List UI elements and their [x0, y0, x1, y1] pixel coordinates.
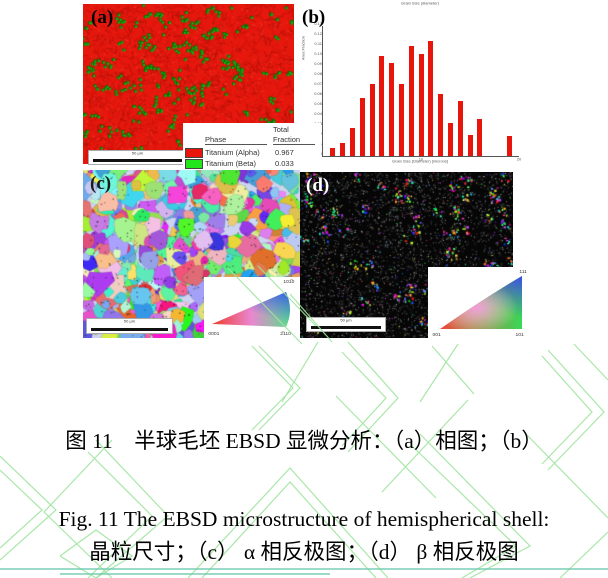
histogram-bar — [349, 128, 355, 156]
scale-bar-label: 50 μm — [340, 318, 352, 323]
histogram-bar — [369, 84, 375, 156]
histogram-bar — [389, 63, 395, 156]
histogram-bar — [340, 143, 346, 156]
panel-b-grain-size-chart: (b) Grain Size (diameter) Area Fraction … — [300, 0, 530, 168]
ipf-label-101: 101 — [515, 331, 524, 338]
chart-x-axis-label: Grain Size (Diameter) [microns] — [391, 159, 449, 164]
legend-header-fraction: Fraction — [273, 135, 315, 145]
y-axis-tick-label: 0.05 — [314, 101, 322, 107]
histogram-bar — [477, 119, 483, 156]
histogram-bar — [359, 98, 365, 156]
scale-bar-label: 50 μm — [123, 319, 136, 324]
scale-bar-line — [91, 328, 168, 331]
y-axis-tick-label: 0.07 — [314, 81, 322, 87]
x-axis-tick-label: 10 — [418, 157, 424, 162]
alpha-color-swatch — [185, 148, 203, 158]
y-axis-tick-label: 0.10 — [314, 51, 322, 57]
caption-en-line1: Fig. 11 The EBSD microstructure of hemis… — [58, 507, 550, 531]
alpha-phase-name: Titanium (Alpha) — [205, 148, 260, 157]
histogram-bar — [438, 94, 444, 156]
legend-header-total: Total — [273, 125, 289, 134]
y-axis-tick-label: 0.11 — [314, 41, 322, 47]
alpha-fraction-value: 0.967 — [275, 148, 294, 157]
panel-a-scale-bar: 50 μm — [88, 150, 187, 165]
y-axis-tick-label: 0.08 — [314, 71, 322, 77]
histogram-bar — [330, 148, 336, 156]
y-axis-tick-label: 0.06 — [314, 91, 322, 97]
histogram-bar — [418, 54, 424, 156]
histogram-bar — [506, 136, 512, 156]
panel-a-label: (a) — [91, 7, 114, 28]
legend-header-phase: Phase — [205, 135, 267, 145]
beta-fraction-value: 0.033 — [275, 159, 294, 168]
histogram-bar — [398, 84, 404, 156]
histogram-bar — [447, 123, 453, 156]
histogram-bar — [428, 41, 434, 156]
beta-ipf-legend: 111 001 101 — [428, 267, 530, 340]
caption-english: Fig. 11 The EBSD microstructure of hemis… — [0, 426, 608, 578]
beta-color-swatch — [185, 159, 203, 169]
panel-c-label: (c) — [90, 173, 112, 194]
beta-phase-name: Titanium (Beta) — [205, 159, 256, 168]
phase-legend: Total Phase Fraction Titanium (Alpha) 0.… — [183, 123, 321, 170]
grain-size-plot: 0.000.010.020.030.040.050.060.070.080.09… — [314, 22, 521, 162]
panel-c-scale-bar: 50 μm — [86, 318, 173, 334]
scale-bar-line — [311, 326, 381, 329]
panel-d-label: (d) — [306, 175, 330, 196]
ipf-label-0001: 0001 — [208, 330, 220, 337]
histogram-bar — [379, 56, 385, 156]
histogram-bar — [457, 101, 463, 156]
ipf-label-111: 111 — [519, 268, 527, 275]
histogram-bar — [408, 46, 414, 156]
scale-bar-line — [93, 159, 182, 162]
y-axis-tick-label: 0.13 — [314, 21, 322, 27]
x-axis-tick-label: 20 — [516, 157, 522, 162]
y-axis-tick-label: 0.09 — [314, 61, 322, 67]
panel-b-label: (b) — [302, 7, 326, 28]
ipf-label-001: 001 — [432, 331, 441, 338]
y-axis-tick-label: 0.12 — [314, 31, 322, 37]
cubic-ipf-triangle — [440, 276, 522, 329]
histogram-bar — [467, 135, 473, 156]
y-axis-tick-label: 0.04 — [314, 111, 322, 117]
scale-bar-label: 50 μm — [131, 151, 144, 156]
chart-title: Grain Size (diameter) — [400, 1, 440, 6]
